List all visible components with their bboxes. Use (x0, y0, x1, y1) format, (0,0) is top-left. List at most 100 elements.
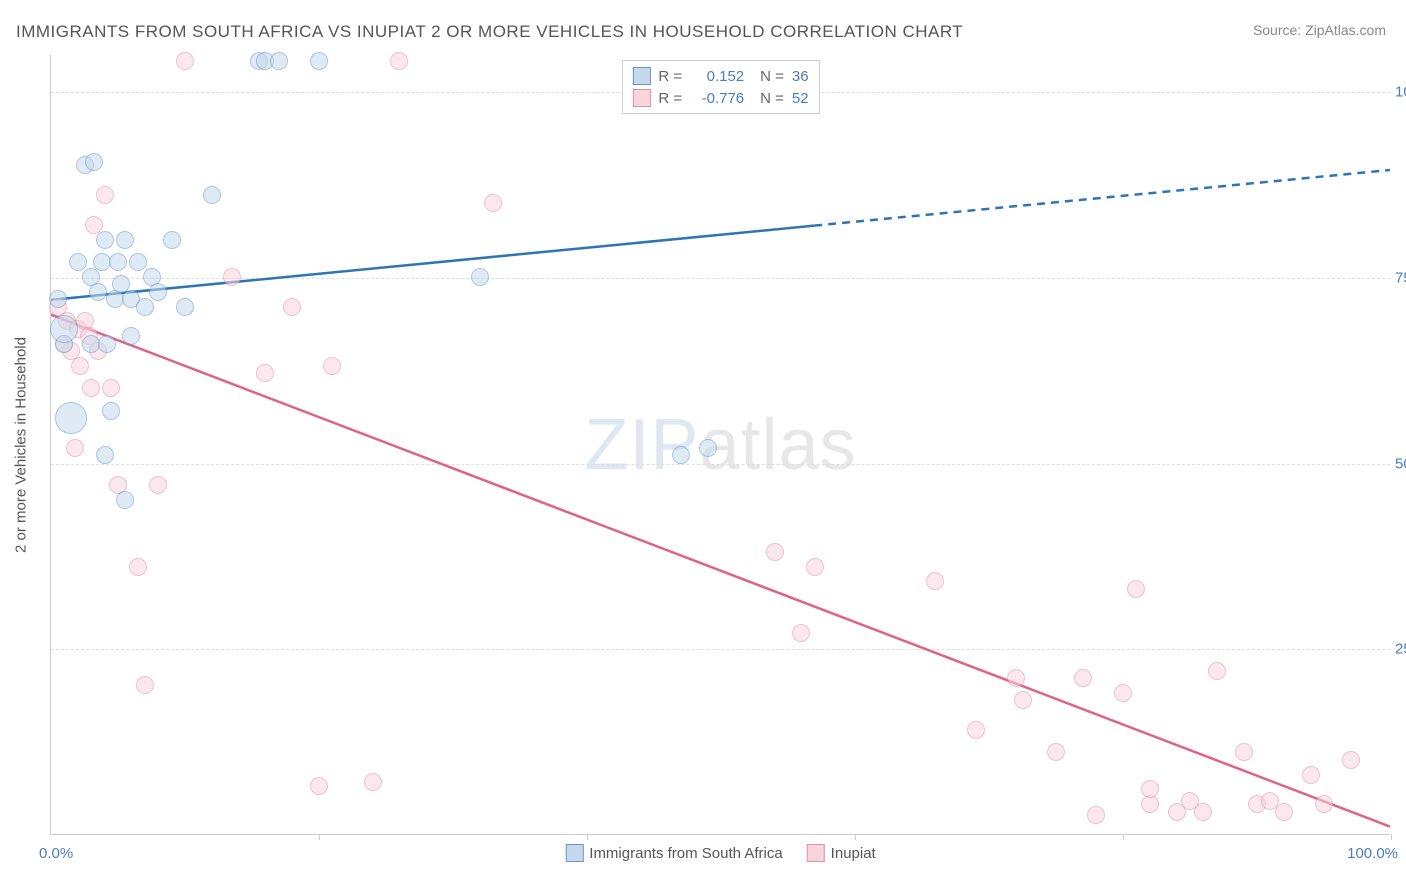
r-label: R = (658, 90, 682, 107)
data-point-series2 (323, 357, 341, 375)
data-point-series1 (50, 315, 78, 343)
data-point-series1 (122, 327, 140, 345)
legend-swatch-series1 (565, 844, 583, 862)
legend-item-series2: Inupiat (807, 844, 876, 862)
r-value-series1: 0.152 (690, 68, 744, 85)
data-point-series2 (766, 543, 784, 561)
gridline (51, 649, 1390, 650)
watermark-atlas: atlas (699, 405, 856, 485)
data-point-series1 (102, 402, 120, 420)
watermark: ZIPatlas (584, 404, 856, 486)
data-point-series2 (1235, 743, 1253, 761)
data-point-series1 (96, 446, 114, 464)
legend-label-series2: Inupiat (831, 845, 876, 862)
data-point-series1 (310, 52, 328, 70)
data-point-series2 (967, 721, 985, 739)
data-point-series2 (283, 298, 301, 316)
data-point-series1 (176, 298, 194, 316)
data-point-series2 (1014, 691, 1032, 709)
data-point-series2 (1141, 780, 1159, 798)
data-point-series2 (1047, 743, 1065, 761)
watermark-zip: ZIP (584, 405, 699, 485)
r-value-series2: -0.776 (690, 90, 744, 107)
data-point-series2 (1315, 795, 1333, 813)
data-point-series2 (1275, 803, 1293, 821)
data-point-series1 (672, 446, 690, 464)
source-attribution: Source: ZipAtlas.com (1253, 22, 1386, 38)
data-point-series1 (109, 253, 127, 271)
data-point-series1 (116, 231, 134, 249)
data-point-series1 (149, 283, 167, 301)
n-value-series1: 36 (792, 68, 809, 85)
legend-label-series1: Immigrants from South Africa (589, 845, 782, 862)
data-point-series2 (1074, 669, 1092, 687)
chart-plot-area: 2 or more Vehicles in Household ZIPatlas… (50, 55, 1390, 835)
data-point-series2 (96, 186, 114, 204)
data-point-series2 (129, 558, 147, 576)
data-point-series1 (129, 253, 147, 271)
data-point-series1 (136, 298, 154, 316)
data-point-series2 (310, 777, 328, 795)
data-point-series2 (1342, 751, 1360, 769)
legend-row-series1: R = 0.152 N = 36 (632, 65, 808, 87)
n-label: N = (760, 90, 784, 107)
r-label: R = (658, 68, 682, 85)
y-tick-label: 25.0% (1395, 641, 1406, 658)
data-point-series2 (806, 558, 824, 576)
data-point-series2 (390, 52, 408, 70)
data-point-series2 (223, 268, 241, 286)
x-tick-mark (1391, 834, 1392, 840)
x-tick-mark (319, 834, 320, 840)
n-value-series2: 52 (792, 90, 809, 107)
y-tick-label: 50.0% (1395, 455, 1406, 472)
data-point-series1 (699, 439, 717, 457)
data-point-series2 (82, 379, 100, 397)
data-point-series1 (69, 253, 87, 271)
data-point-series2 (1087, 806, 1105, 824)
data-point-series2 (136, 676, 154, 694)
data-point-series1 (98, 335, 116, 353)
data-point-series1 (203, 186, 221, 204)
data-point-series2 (71, 357, 89, 375)
data-point-series1 (471, 268, 489, 286)
gridline (51, 278, 1390, 279)
correlation-legend: R = 0.152 N = 36 R = -0.776 N = 52 (621, 60, 819, 114)
y-tick-label: 75.0% (1395, 269, 1406, 286)
data-point-series2 (1127, 580, 1145, 598)
data-point-series2 (149, 476, 167, 494)
data-point-series2 (176, 52, 194, 70)
data-point-series2 (792, 624, 810, 642)
y-tick-label: 100.0% (1395, 84, 1406, 101)
legend-swatch-series1 (632, 67, 650, 85)
trend-lines (51, 55, 1390, 834)
series-legend: Immigrants from South Africa Inupiat (565, 844, 875, 862)
data-point-series1 (89, 283, 107, 301)
data-point-series2 (1302, 766, 1320, 784)
legend-row-series2: R = -0.776 N = 52 (632, 87, 808, 109)
data-point-series1 (270, 52, 288, 70)
x-tick-mark (1123, 834, 1124, 840)
x-tick-mark (855, 834, 856, 840)
data-point-series2 (926, 572, 944, 590)
data-point-series2 (364, 773, 382, 791)
legend-item-series1: Immigrants from South Africa (565, 844, 782, 862)
data-point-series1 (116, 491, 134, 509)
data-point-series2 (1114, 684, 1132, 702)
x-tick-mark (587, 834, 588, 840)
data-point-series1 (49, 290, 67, 308)
data-point-series1 (96, 231, 114, 249)
data-point-series2 (484, 194, 502, 212)
legend-swatch-series2 (632, 89, 650, 107)
x-axis-max-label: 100.0% (1347, 845, 1398, 862)
data-point-series1 (85, 153, 103, 171)
n-label: N = (760, 68, 784, 85)
gridline (51, 464, 1390, 465)
data-point-series2 (1208, 662, 1226, 680)
data-point-series2 (66, 439, 84, 457)
data-point-series1 (163, 231, 181, 249)
data-point-series2 (102, 379, 120, 397)
data-point-series2 (1194, 803, 1212, 821)
data-point-series2 (256, 364, 274, 382)
x-axis-min-label: 0.0% (39, 845, 73, 862)
data-point-series1 (55, 402, 87, 434)
